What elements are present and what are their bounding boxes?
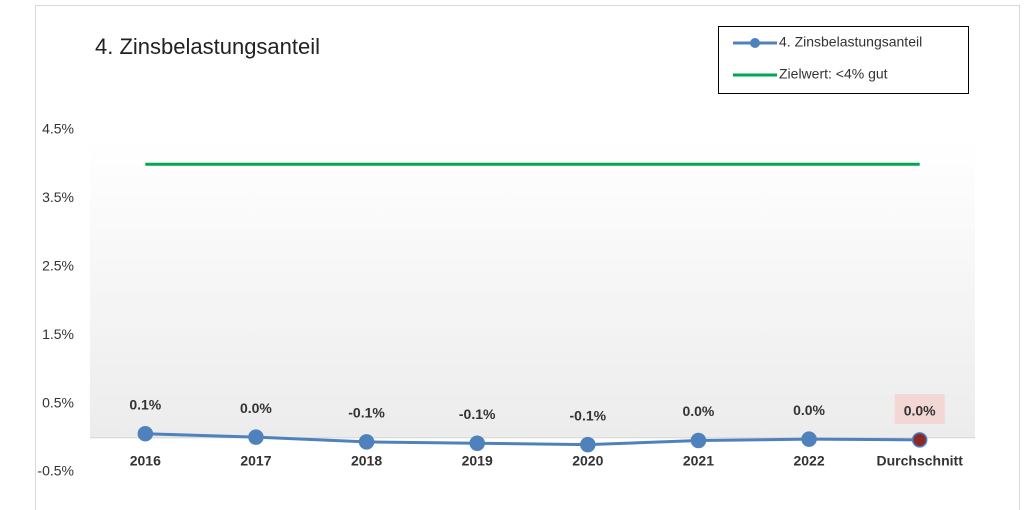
plot-background	[90, 140, 975, 437]
y-tick-label: 2.5%	[42, 258, 74, 274]
y-tick-label: 0.5%	[42, 394, 74, 410]
x-tick-label: 2022	[793, 453, 824, 469]
data-label: 0.0%	[682, 403, 714, 419]
data-point	[248, 429, 264, 445]
data-label-highlight	[894, 394, 945, 424]
x-tick-label: 2018	[351, 453, 382, 469]
legend-label: Zielwert: <4% gut	[779, 66, 888, 82]
data-label: -0.1%	[570, 407, 607, 423]
data-label: -0.1%	[459, 406, 496, 422]
legend-label: 4. Zinsbelastungsanteil	[779, 34, 922, 50]
data-point	[580, 436, 596, 453]
data-label: 0.0%	[240, 400, 272, 416]
legend-marker	[750, 38, 760, 48]
data-point	[358, 434, 375, 450]
y-tick-label: -0.5%	[37, 463, 74, 479]
x-tick-label: 2016	[130, 453, 161, 469]
data-label: 0.0%	[904, 403, 936, 419]
y-tick-label: 1.5%	[42, 326, 74, 342]
data-label: 0.1%	[129, 396, 161, 412]
x-tick-label: 2019	[462, 453, 493, 469]
data-point	[690, 432, 707, 449]
data-point	[911, 432, 928, 448]
data-point	[801, 431, 817, 447]
chart-title: 4. Zinsbelastungsanteil	[95, 34, 320, 59]
x-tick-label: Durchschnitt	[877, 453, 964, 469]
data-point	[137, 425, 154, 442]
data-label: -0.1%	[348, 405, 385, 421]
x-tick-label: 2020	[572, 453, 603, 469]
x-tick-label: 2021	[683, 453, 714, 469]
data-label: 0.0%	[793, 402, 825, 418]
legend-box	[718, 26, 969, 94]
series-line	[145, 432, 920, 447]
x-tick-label: 2017	[240, 453, 271, 469]
y-tick-label: 3.5%	[42, 189, 74, 205]
y-tick-label: 4.5%	[42, 121, 74, 137]
data-point	[469, 435, 485, 452]
